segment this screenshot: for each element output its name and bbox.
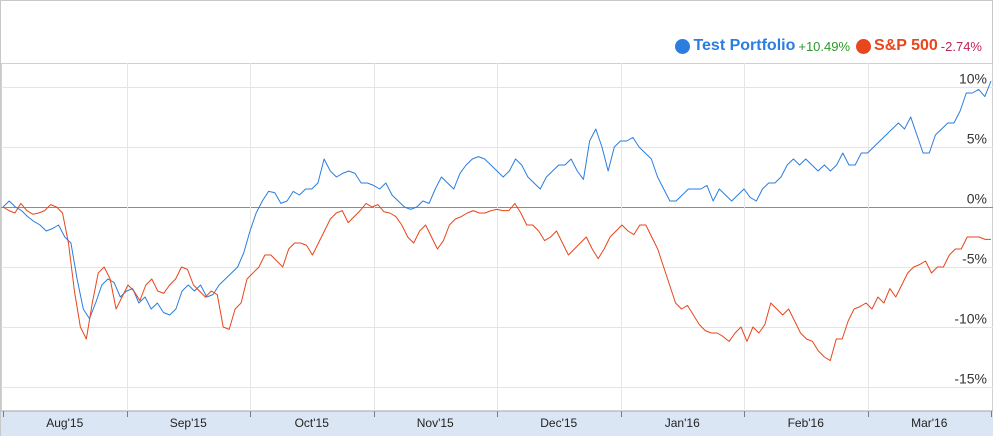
legend-series-change: +10.49%: [798, 38, 851, 54]
series-line-sp500: [2, 202, 991, 362]
legend-item-test-portfolio[interactable]: Test Portfolio +10.49%: [675, 37, 850, 55]
y-tick-label: -5%: [962, 251, 987, 267]
legend-dot-icon: [675, 38, 691, 54]
chart-legend: Test Portfolio +10.49% S&P 500 -2.74%: [669, 37, 982, 55]
x-tick-label: Aug'15: [46, 416, 83, 430]
x-tick-label: Mar'16: [911, 416, 948, 430]
y-tick-label: 0%: [967, 191, 987, 207]
x-tick-label: Oct'15: [295, 416, 330, 430]
legend-dot-icon: [856, 38, 872, 54]
y-tick-label: 10%: [959, 71, 987, 87]
legend-item-sp500[interactable]: S&P 500 -2.74%: [856, 37, 982, 55]
y-tick-label: -10%: [954, 311, 987, 327]
y-tick-label: 5%: [967, 131, 987, 147]
x-tick-label: Dec'15: [540, 416, 577, 430]
x-tick-label: Sep'15: [170, 416, 207, 430]
x-tick-label: Jan'16: [665, 416, 700, 430]
y-tick-label: -15%: [954, 371, 987, 387]
legend-series-change: -2.74%: [940, 38, 982, 54]
series-line-test-portfolio: [2, 80, 992, 320]
x-tick-label: Nov'15: [417, 416, 454, 430]
y-axis-labels: 10% 5% 0% -5% -10% -15%: [954, 71, 987, 387]
x-tick-label: Feb'16: [788, 416, 825, 430]
legend-series-name: Test Portfolio: [693, 37, 796, 54]
legend-series-name: S&P 500: [874, 37, 938, 54]
series-lines: [2, 80, 992, 362]
vertical-gridlines: [127, 63, 869, 411]
x-axis-ticks: Aug'15 Sep'15 Oct'15 Nov'15 Dec'15 Jan'16 Feb'…: [3, 411, 992, 430]
